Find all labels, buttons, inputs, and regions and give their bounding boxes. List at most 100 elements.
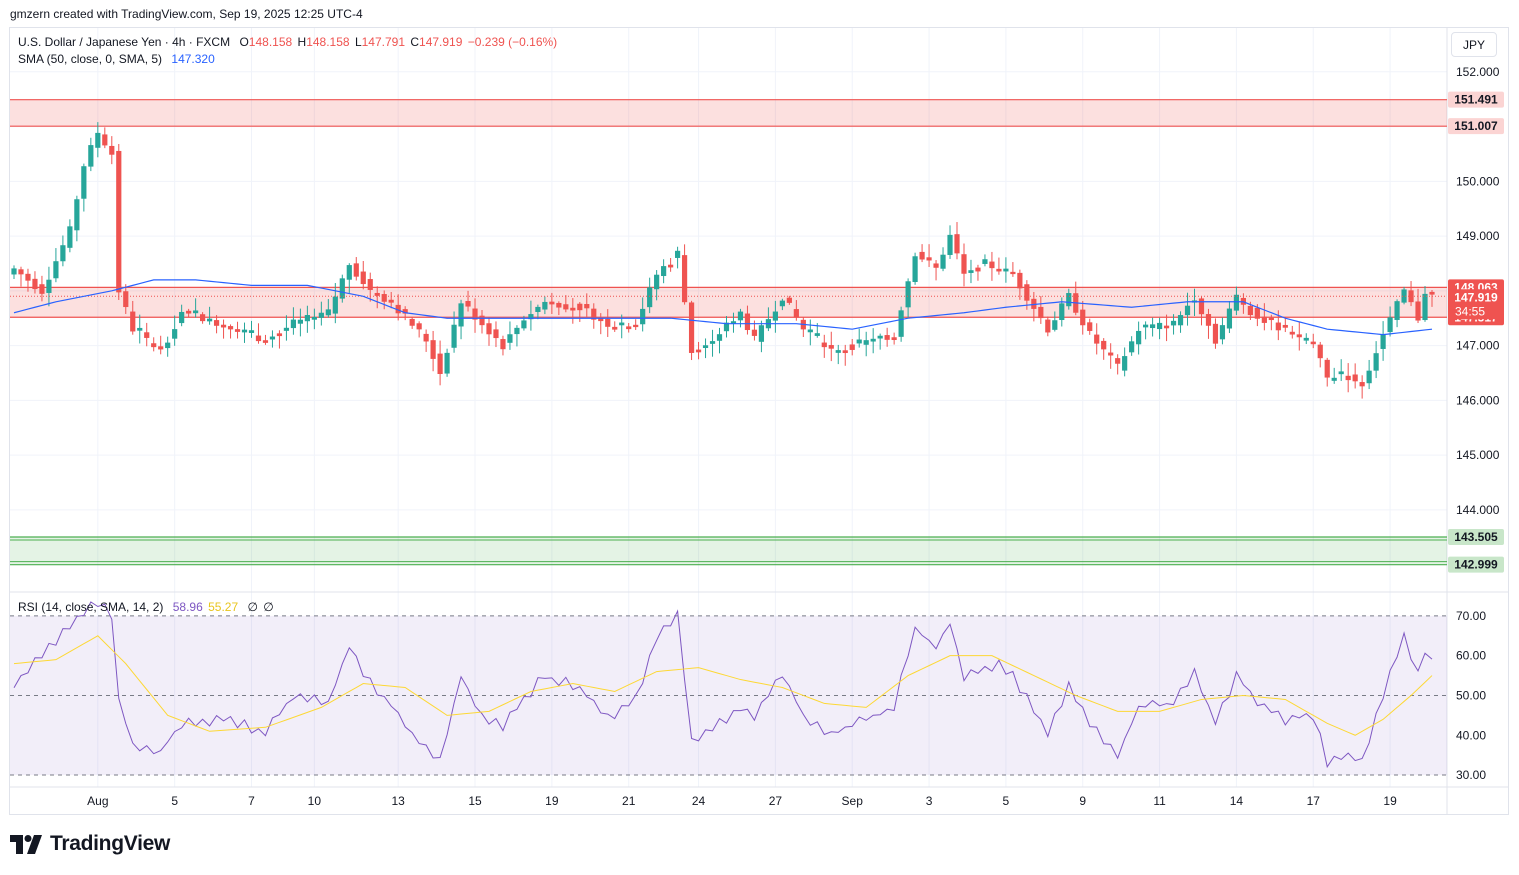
candle-body: [661, 266, 667, 277]
tradingview-logo[interactable]: TradingView: [10, 832, 170, 856]
candle-body: [486, 323, 492, 335]
candle: [779, 298, 785, 311]
candle: [234, 321, 241, 339]
symbol-title[interactable]: U.S. Dollar / Japanese Yen · 4h · FXCM: [18, 35, 231, 49]
candle-body: [884, 335, 890, 340]
candle: [535, 304, 541, 320]
candle-body: [60, 245, 66, 262]
candle: [179, 304, 185, 327]
candle: [1094, 323, 1100, 355]
candle: [1331, 367, 1337, 384]
open-value: 148.158: [248, 35, 293, 49]
candle: [213, 315, 220, 334]
candle-body: [688, 302, 695, 353]
candle: [1373, 341, 1379, 379]
candle-body: [730, 321, 737, 324]
candle-body: [1226, 308, 1233, 329]
candle: [828, 331, 834, 362]
candle-body: [1366, 370, 1372, 384]
price-tick-label: 152.000: [1456, 65, 1500, 79]
candle-body: [975, 267, 981, 272]
support-zone: [10, 536, 1447, 565]
candle-body: [88, 145, 94, 167]
candle: [444, 348, 450, 377]
candle: [1205, 308, 1212, 339]
low-value: 147.791: [361, 35, 406, 49]
candle-body: [493, 329, 499, 339]
time-tick-label: 14: [1230, 794, 1244, 808]
candle-body: [1129, 341, 1135, 353]
candle: [982, 254, 988, 267]
sma-legend[interactable]: SMA (50, close, 0, SMA, 5) 147.320: [18, 52, 217, 66]
candle: [1366, 359, 1372, 390]
candle-body: [25, 273, 31, 281]
candle: [116, 144, 122, 300]
candle: [11, 265, 17, 280]
candle-body: [933, 263, 939, 268]
candle-body: [961, 254, 967, 274]
candle-body: [1017, 272, 1023, 289]
candle-body: [53, 261, 59, 279]
candle: [262, 334, 269, 345]
candle-body: [681, 255, 688, 303]
candle: [430, 330, 436, 372]
candle: [807, 319, 813, 346]
candle-body: [332, 296, 338, 314]
candle: [395, 294, 401, 321]
time-tick-label: Aug: [87, 794, 108, 808]
time-tick-label: 24: [692, 794, 706, 808]
candle: [304, 305, 310, 333]
candle: [961, 243, 967, 287]
candle: [1108, 343, 1114, 369]
candle-body: [339, 278, 345, 299]
price-tag: [1448, 118, 1504, 135]
candle: [1394, 299, 1400, 328]
candle-body: [458, 303, 464, 327]
candle-body: [374, 292, 380, 296]
candle-body: [1031, 298, 1037, 309]
candle-body: [1331, 377, 1337, 381]
candle: [1101, 338, 1107, 360]
candle-body: [521, 320, 527, 329]
rsi-legend[interactable]: RSI (14, close, SMA, 14, 2) 58.96 55.27 …: [18, 600, 276, 614]
candle: [556, 301, 562, 316]
candle: [1219, 317, 1226, 345]
candle: [661, 259, 667, 284]
time-tick-label: 13: [392, 794, 406, 808]
candle: [877, 333, 883, 350]
candle-body: [1282, 324, 1288, 328]
chart-author-header: gmzern created with TradingView.com, Sep…: [10, 7, 363, 21]
candle-body: [709, 341, 716, 344]
candle-body: [276, 333, 283, 337]
candle-body: [619, 322, 625, 326]
candle: [1268, 314, 1274, 331]
low-label: L: [354, 35, 362, 49]
candle: [1031, 291, 1037, 322]
price-tick-label: 145.000: [1456, 448, 1500, 462]
candle-body: [674, 250, 681, 258]
candle-body: [1143, 324, 1149, 328]
candle-body: [437, 353, 443, 375]
candle: [1429, 289, 1435, 307]
candle-body: [1324, 359, 1330, 378]
candle-body: [835, 350, 841, 353]
candle: [668, 258, 674, 272]
currency-button[interactable]: JPY: [1451, 32, 1497, 57]
candle-body: [116, 150, 122, 293]
candle-body: [1024, 284, 1030, 301]
rsi-band-fill: [10, 615, 1447, 776]
candle-body: [954, 234, 960, 254]
candle-body: [39, 284, 45, 294]
candle: [640, 297, 646, 332]
candle: [716, 327, 723, 354]
candle: [626, 323, 632, 333]
candle: [793, 300, 799, 321]
candle-body: [1359, 382, 1365, 387]
candle: [74, 195, 80, 242]
close-label: C: [410, 35, 420, 49]
candle-body: [542, 301, 548, 310]
candle-body: [123, 291, 129, 308]
candle-body: [1052, 320, 1058, 330]
rsi-label: RSI (14, close, SMA, 14, 2): [18, 600, 164, 614]
